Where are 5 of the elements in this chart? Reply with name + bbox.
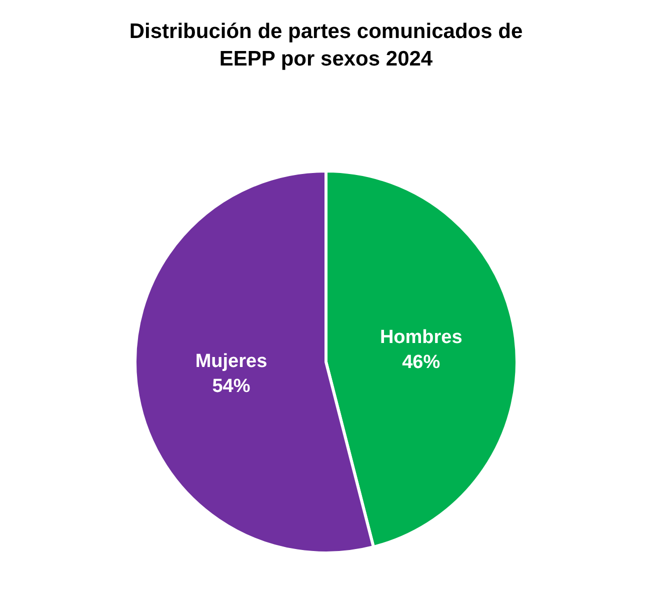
data-label: 46%: [402, 352, 440, 373]
data-label: 54%: [212, 376, 250, 397]
chart-title: Distribución de partes comunicados de EEPP por sexos 2024: [129, 20, 523, 70]
slice-label: Mujeres: [195, 351, 268, 372]
slice-label: Hombres: [380, 327, 462, 348]
